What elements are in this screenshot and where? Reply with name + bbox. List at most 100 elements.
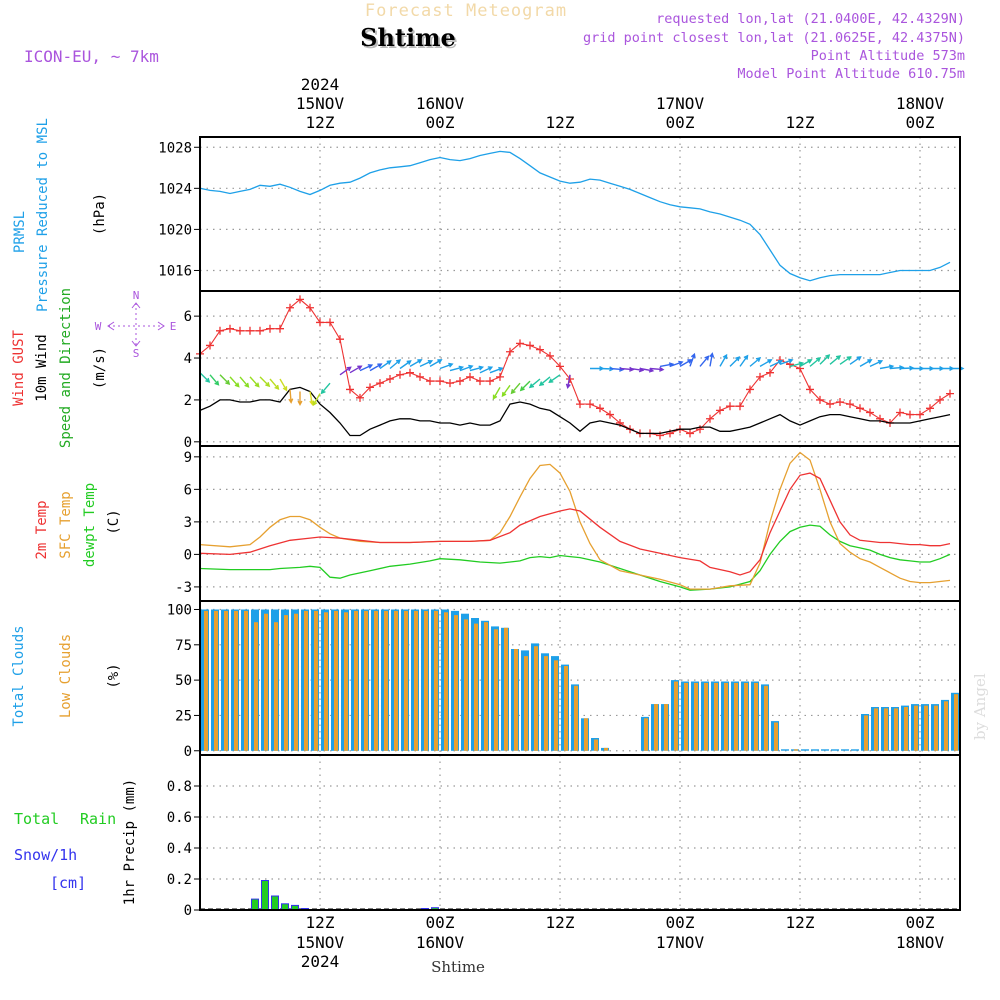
low-cloud-bar: [394, 610, 398, 751]
bottom-time-label: 2024: [301, 952, 340, 971]
wind-direction-arrow: [829, 355, 842, 365]
wind-direction-arrow: [739, 354, 749, 367]
low-cloud-bar: [774, 722, 778, 751]
wind-direction-arrow: [799, 359, 813, 368]
low-cloud-bar: [654, 704, 658, 751]
dewpt-label: dewpt Temp: [82, 483, 98, 567]
title: Shtime: [360, 23, 456, 52]
gust-marker: [246, 326, 254, 335]
wind-direction-arrow: [548, 374, 561, 384]
gust-marker: [826, 400, 834, 409]
model-altitude: Model Point Altitude 610.75m: [737, 66, 965, 82]
low-cloud-bar: [754, 682, 758, 751]
gust-marker: [716, 406, 724, 415]
compass-rose: N S W E: [95, 289, 177, 360]
totalcloud-label: Total Clouds: [11, 625, 27, 726]
gust-marker: [206, 341, 214, 350]
gust-marker: [506, 347, 514, 356]
low-cloud-bar: [244, 610, 248, 751]
wind-direction-arrow: [719, 353, 728, 367]
wind-direction-arrow: [269, 378, 280, 390]
low-cloud-bar: [554, 660, 558, 751]
low-cloud-bar: [864, 715, 868, 751]
low-cloud-bar: [644, 718, 648, 751]
gust-marker: [706, 414, 714, 423]
low-cloud-bar: [234, 610, 238, 751]
y-tick-label: 0: [184, 744, 192, 760]
low-cloud-bar: [284, 615, 288, 751]
wind-direction-arrow: [669, 360, 684, 368]
model-label: ICON-EU, ~ 7km: [24, 47, 159, 66]
gust-marker: [416, 372, 424, 381]
y-tick-label: 0.4: [167, 841, 192, 857]
wind-direction-arrow: [689, 352, 696, 367]
gust-marker: [736, 402, 744, 411]
gust-marker: [236, 326, 244, 335]
gust-marker: [866, 408, 874, 417]
gust-marker: [496, 372, 504, 381]
wind-direction-arrow: [409, 359, 423, 368]
bottom-time-label: 18NOV: [896, 933, 945, 952]
precip-panel: 0 0.2 0.4 0.6 0.8: [167, 755, 960, 919]
title-shadow: Shtime: [362, 25, 458, 54]
low-cloud-bar: [314, 610, 318, 751]
wind-direction-arrow: [349, 365, 363, 374]
sfc-temp-line: [199, 451, 951, 590]
y-tick-label: -3: [175, 580, 192, 596]
gust-marker: [596, 404, 604, 413]
wind-direction-arrow: [219, 374, 231, 386]
bottom-time-label: 15NOV: [296, 933, 345, 952]
total-cloud-bar: [811, 749, 819, 751]
gust-marker: [256, 326, 264, 335]
wind-direction-arrow: [449, 365, 465, 372]
precip-bar: [261, 880, 269, 911]
wind-direction-arrow: [839, 356, 852, 365]
low-cloud-bar: [344, 612, 348, 751]
gust-marker: [396, 370, 404, 379]
low-cloud-bar: [324, 612, 328, 751]
y-tick-label: 75: [175, 638, 192, 654]
pressure-label: Pressure Reduced to MSL: [35, 118, 51, 312]
tsfc-label: SFC Temp: [58, 491, 74, 558]
low-cloud-bar: [294, 613, 298, 751]
wind-direction-arrow: [320, 382, 331, 395]
top-time-label: 12Z: [546, 113, 575, 132]
wind-direction-arrow: [699, 355, 710, 367]
gust-marker: [296, 295, 304, 304]
y-tick-label: 50: [175, 673, 192, 689]
pressure-panel: 1016 1020 1024 1028: [158, 137, 960, 291]
y-tick-label: 1016: [158, 263, 192, 279]
chart-panels: 10161020102410280246-30369025507510000.2…: [158, 136, 965, 919]
low-cloud-bar: [564, 666, 568, 751]
low-cloud-bar: [874, 708, 878, 751]
low-cloud-bar: [264, 613, 268, 751]
wind-direction-arrow: [769, 360, 784, 368]
y-tick-label: 2: [184, 393, 192, 409]
y-tick-label: 3: [184, 515, 192, 531]
gust-marker: [536, 345, 544, 354]
gust-marker: [306, 303, 314, 312]
low-cloud-bar: [354, 610, 358, 751]
low-cloud-bar: [684, 682, 688, 751]
temp-unit: (C): [106, 509, 122, 534]
wind-direction-arrow: [339, 366, 352, 376]
panel-frame: [199, 136, 961, 292]
wind-direction-arrow: [229, 376, 240, 388]
gust-marker: [356, 393, 364, 402]
top-time-label: 17NOV: [656, 94, 705, 113]
low-cloud-bar: [434, 610, 438, 751]
low-cloud-bar: [204, 610, 208, 751]
wind-direction-arrow: [759, 359, 773, 368]
wind-direction-arrow: [510, 382, 521, 395]
wind-direction-arrow: [459, 364, 474, 372]
wind-direction-arrow: [869, 360, 884, 368]
gust-marker: [556, 362, 564, 371]
wind10m-label: 10m Wind: [34, 334, 50, 401]
wind-direction-arrow: [239, 376, 250, 388]
gust-marker: [576, 400, 584, 409]
compass-west: W: [95, 320, 102, 333]
low-cloud-bar: [444, 612, 448, 751]
gust-marker: [836, 398, 844, 407]
gust-marker: [816, 395, 824, 404]
wind-direction-arrow: [259, 376, 271, 388]
